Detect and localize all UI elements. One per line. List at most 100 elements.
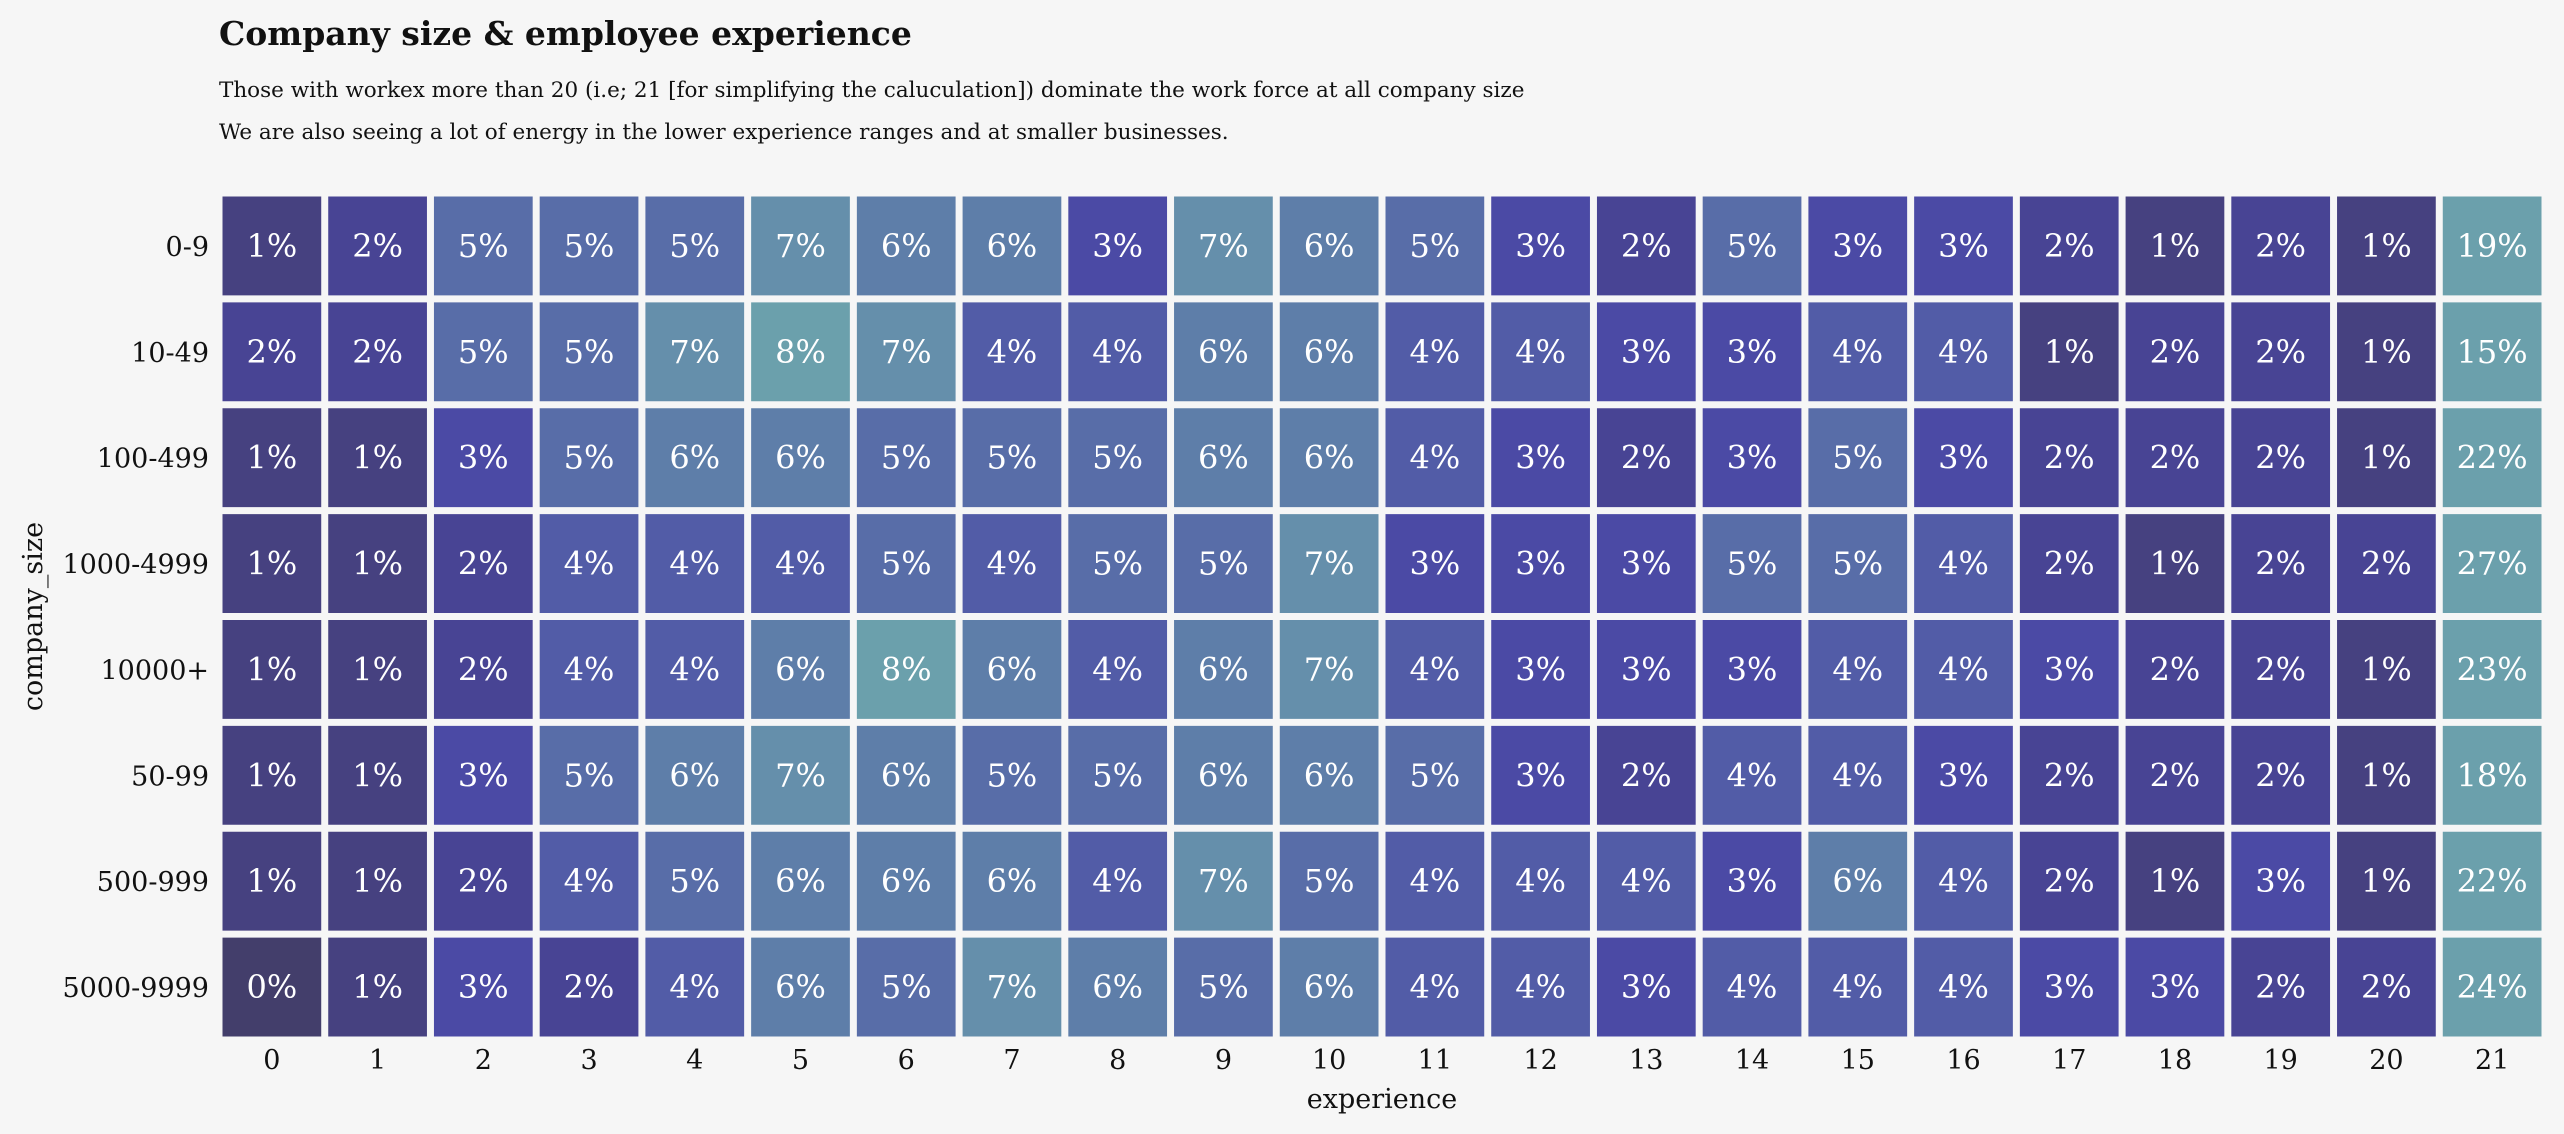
cell-label-0-9-18: 1%	[2150, 227, 2201, 265]
cell-label-10000+-13: 3%	[1621, 650, 1672, 688]
heatmap-cell-500-999-8	[1068, 831, 1168, 931]
cell-label-100-499-14: 3%	[1727, 439, 1778, 477]
x-tick-label: 13	[1629, 1045, 1663, 1076]
cell-label-10-49-1: 2%	[352, 333, 403, 371]
cell-label-1000-4999-13: 3%	[1621, 545, 1672, 583]
cell-label-1000-4999-19: 2%	[2255, 545, 2306, 583]
x-tick-label: 19	[2264, 1045, 2298, 1076]
cell-label-5000-9999-9: 5%	[1198, 968, 1249, 1006]
heatmap-cell-10000+-18	[2125, 620, 2225, 719]
heatmap-cell-0-9-15	[1808, 196, 1908, 296]
cell-label-500-999-3: 4%	[564, 862, 615, 900]
cell-label-1000-4999-11: 3%	[1409, 545, 1460, 583]
heatmap-cell-10-49-11	[1385, 302, 1485, 402]
heatmap-cell-50-99-5	[751, 725, 850, 825]
heatmap-cell-10000+-21	[2442, 620, 2542, 719]
cell-label-5000-9999-21: 24%	[2457, 968, 2528, 1006]
cell-label-100-499-7: 5%	[987, 439, 1038, 477]
heatmap-cell-500-999-9	[1174, 831, 1273, 931]
heatmap-cell-5000-9999-10	[1279, 937, 1379, 1037]
cell-label-500-999-5: 6%	[775, 862, 826, 900]
cell-label-50-99-2: 3%	[458, 756, 509, 794]
heatmap-cell-10000+-14	[1702, 620, 1802, 719]
cell-label-1000-4999-16: 4%	[1938, 545, 1989, 583]
cell-label-100-499-11: 4%	[1409, 439, 1460, 477]
cell-label-500-999-7: 6%	[987, 862, 1038, 900]
cell-label-50-99-7: 5%	[987, 756, 1038, 794]
cell-label-5000-9999-15: 4%	[1832, 968, 1883, 1006]
heatmap-cell-100-499-12	[1491, 408, 1590, 508]
x-tick-label: 14	[1735, 1045, 1769, 1076]
cell-label-10000+-6: 8%	[881, 650, 932, 688]
cell-label-50-99-14: 4%	[1727, 756, 1778, 794]
heatmap-cell-10000+-4	[645, 620, 745, 719]
cell-label-500-999-19: 3%	[2255, 862, 2306, 900]
heatmap-cell-10-49-1	[328, 302, 427, 402]
cell-label-50-99-13: 2%	[1621, 756, 1672, 794]
cell-label-10-49-21: 15%	[2457, 333, 2528, 371]
heatmap-cell-100-499-16	[1914, 408, 2013, 508]
heatmap-cell-500-999-15	[1808, 831, 1908, 931]
heatmap-cell-10000+-20	[2337, 620, 2436, 719]
heatmap-cell-1000-4999-13	[1596, 514, 1696, 613]
heatmap-cell-50-99-19	[2231, 725, 2331, 825]
heatmap-cell-50-99-0	[222, 725, 322, 825]
heatmap-cell-50-99-10	[1279, 725, 1379, 825]
cell-label-10000+-5: 6%	[775, 650, 826, 688]
heatmap-cell-0-9-0	[222, 196, 322, 296]
heatmap-cell-50-99-12	[1491, 725, 1590, 825]
heatmap-cell-100-499-7	[962, 408, 1062, 508]
x-tick-label: 1	[369, 1045, 386, 1076]
heatmap-cell-1000-4999-14	[1702, 514, 1802, 613]
x-tick-label: 2	[475, 1045, 492, 1076]
heatmap-cell-50-99-6	[856, 725, 956, 825]
heatmap-cell-500-999-19	[2231, 831, 2331, 931]
heatmap-cell-5000-9999-5	[751, 937, 850, 1037]
cell-label-500-999-21: 22%	[2457, 862, 2528, 900]
cell-label-10-49-2: 5%	[458, 333, 509, 371]
heatmap-cell-50-99-18	[2125, 725, 2225, 825]
cell-label-500-999-16: 4%	[1938, 862, 1989, 900]
cell-label-10-49-19: 2%	[2255, 333, 2306, 371]
x-tick-label: 17	[2052, 1045, 2086, 1076]
cell-label-10-49-15: 4%	[1832, 333, 1883, 371]
heatmap-cell-0-9-4	[645, 196, 745, 296]
heatmap-cell-5000-9999-14	[1702, 937, 1802, 1037]
cell-label-1000-4999-4: 4%	[669, 545, 720, 583]
cell-label-10-49-20: 1%	[2361, 333, 2412, 371]
heatmap-cell-0-9-21	[2442, 196, 2542, 296]
cell-label-1000-4999-12: 3%	[1515, 545, 1566, 583]
heatmap-cell-1000-4999-10	[1279, 514, 1379, 613]
cell-label-10-49-11: 4%	[1409, 333, 1460, 371]
cell-label-0-9-19: 2%	[2255, 227, 2306, 265]
cell-label-50-99-3: 5%	[564, 756, 615, 794]
cell-label-1000-4999-5: 4%	[775, 545, 826, 583]
heatmap-cell-0-9-10	[1279, 196, 1379, 296]
cell-label-10-49-5: 8%	[775, 333, 826, 371]
heatmap-cell-100-499-2	[433, 408, 533, 508]
cell-label-50-99-6: 6%	[881, 756, 932, 794]
cell-label-10000+-12: 3%	[1515, 650, 1566, 688]
cell-label-0-9-1: 2%	[352, 227, 403, 265]
heatmap-cell-1000-4999-20	[2337, 514, 2436, 613]
heatmap-cell-100-499-0	[222, 408, 322, 508]
heatmap-cell-50-99-13	[1596, 725, 1696, 825]
heatmap-cell-0-9-7	[962, 196, 1062, 296]
heatmap-cell-100-499-4	[645, 408, 745, 508]
cell-label-5000-9999-5: 6%	[775, 968, 826, 1006]
heatmap-cell-10000+-11	[1385, 620, 1485, 719]
heatmap-cell-5000-9999-9	[1174, 937, 1273, 1037]
chart-subtitle-line-1: Those with workex more than 20 (i.e; 21 …	[219, 78, 1525, 103]
heatmap-cell-0-9-19	[2231, 196, 2331, 296]
cell-label-100-499-5: 6%	[775, 439, 826, 477]
cell-label-10-49-9: 6%	[1198, 333, 1249, 371]
cell-label-0-9-2: 5%	[458, 227, 509, 265]
heatmap-cell-5000-9999-7	[962, 937, 1062, 1037]
heatmap-cell-500-999-20	[2337, 831, 2436, 931]
cell-label-10000+-1: 1%	[352, 650, 403, 688]
y-tick-label: 100-499	[97, 444, 209, 475]
heatmap-cell-0-9-14	[1702, 196, 1802, 296]
cell-label-1000-4999-17: 2%	[2044, 545, 2095, 583]
heatmap-cell-50-99-11	[1385, 725, 1485, 825]
x-tick-label: 20	[2369, 1045, 2403, 1076]
